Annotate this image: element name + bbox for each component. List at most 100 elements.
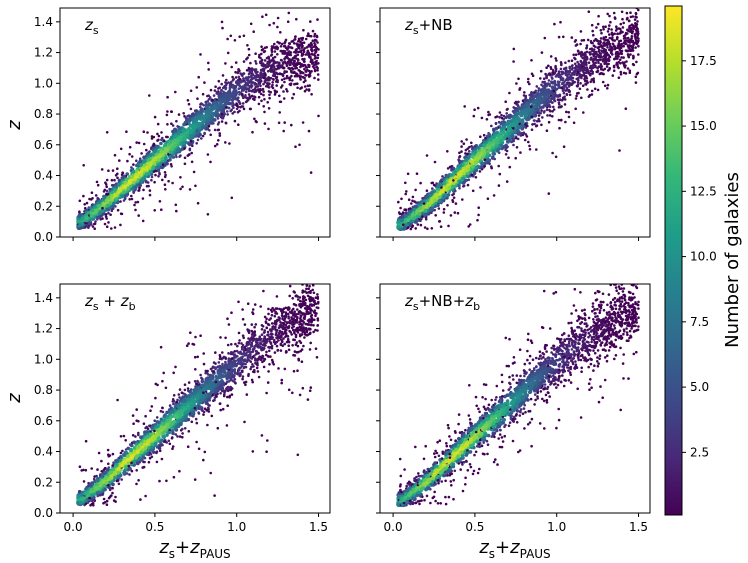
scatter-point [232,106,235,109]
scatter-point [299,75,303,78]
scatter-point [615,27,619,31]
scatter-point [208,96,212,99]
scatter-point [154,173,157,177]
scatter-point [579,30,583,33]
scatter-point [618,44,622,47]
scatter-point [587,10,591,13]
scatter-point [601,72,604,76]
scatter-point [627,19,631,23]
scatter-point [513,106,516,110]
scatter-point [102,201,107,206]
scatter-point [530,128,534,131]
scatter-point [624,36,627,40]
scatter-point [430,196,435,201]
scatter-point [283,44,287,48]
scatter-point [232,77,235,81]
scatter-point [307,129,311,133]
scatter-point [588,93,592,97]
scatter-point [276,25,279,29]
scatter-point [505,122,509,126]
scatter-point [201,134,205,138]
scatter-point [106,192,110,196]
scatter-point [137,214,140,217]
scatter-point [466,152,469,156]
scatter-point [197,115,201,119]
scatter-point [196,97,199,100]
scatter-point [557,118,561,122]
scatter-point [160,131,163,134]
scatter-point [637,53,640,56]
scatter-point [594,61,598,65]
scatter-point [307,32,310,35]
scatter-point [121,171,124,174]
scatter-point [209,160,212,164]
scatter-point [279,86,283,89]
scatter-point [263,98,266,101]
scatter-point [117,178,122,183]
scatter-point [225,101,230,105]
scatter-point [140,152,143,155]
scatter-point [295,42,299,46]
scatter-point [483,161,488,165]
scatter-point [107,169,110,172]
scatter-point [105,178,109,182]
scatter-point [508,165,512,169]
scatter-point [268,59,272,63]
scatter-point [245,96,248,99]
scatter-point [305,46,309,49]
scatter-point [209,88,213,92]
panel-label-zs: zs [84,16,99,37]
scatter-point [636,34,639,37]
scatter-point [555,88,558,91]
scatter-point [408,209,413,213]
scatter-point [585,47,588,50]
scatter-point [573,66,577,70]
scatter-point [178,155,181,158]
scatter-point [594,37,597,41]
scatter-point [479,164,484,169]
scatter-point [557,84,560,87]
scatter-point [497,164,501,168]
scatter-point [305,88,308,91]
scatter-point [105,225,109,228]
scatter-point [218,134,222,137]
scatter-point [276,53,279,56]
scatter-point [285,70,289,73]
scatter-point [87,221,92,225]
scatter-point [109,193,114,198]
scatter-point [313,39,317,42]
scatter-point [189,107,193,111]
scatter-point [138,159,143,163]
scatter-point [535,119,539,123]
scatter-point [145,184,149,188]
scatter-point [253,96,257,99]
scatter-point [526,80,530,84]
scatter-point [132,190,135,194]
scatter-point [157,158,161,162]
scatter-point [274,76,278,80]
scatter-point [421,215,424,218]
scatter-point [543,85,546,88]
scatter-point [220,113,224,116]
scatter-point [158,172,161,176]
scatter-point [592,62,596,65]
scatter-point [242,72,245,75]
scatter-point [404,192,408,196]
scatter-point [253,81,257,85]
scatter-point [279,58,283,62]
scatter-point [619,73,623,76]
scatter-point [570,72,574,75]
scatter-point [623,66,627,69]
scatter-point [156,132,159,136]
scatter-point [170,147,175,151]
y-axis-label: z [4,120,25,131]
scatter-point [277,67,281,70]
scatter-point [426,227,429,231]
scatter-point [506,107,509,111]
scatter-point [576,60,579,64]
scatter-point [117,183,121,187]
scatter-point [112,201,116,206]
scatter-point [292,59,296,63]
y-tick-label: 1.2 [34,46,53,60]
scatter-point [164,148,169,153]
